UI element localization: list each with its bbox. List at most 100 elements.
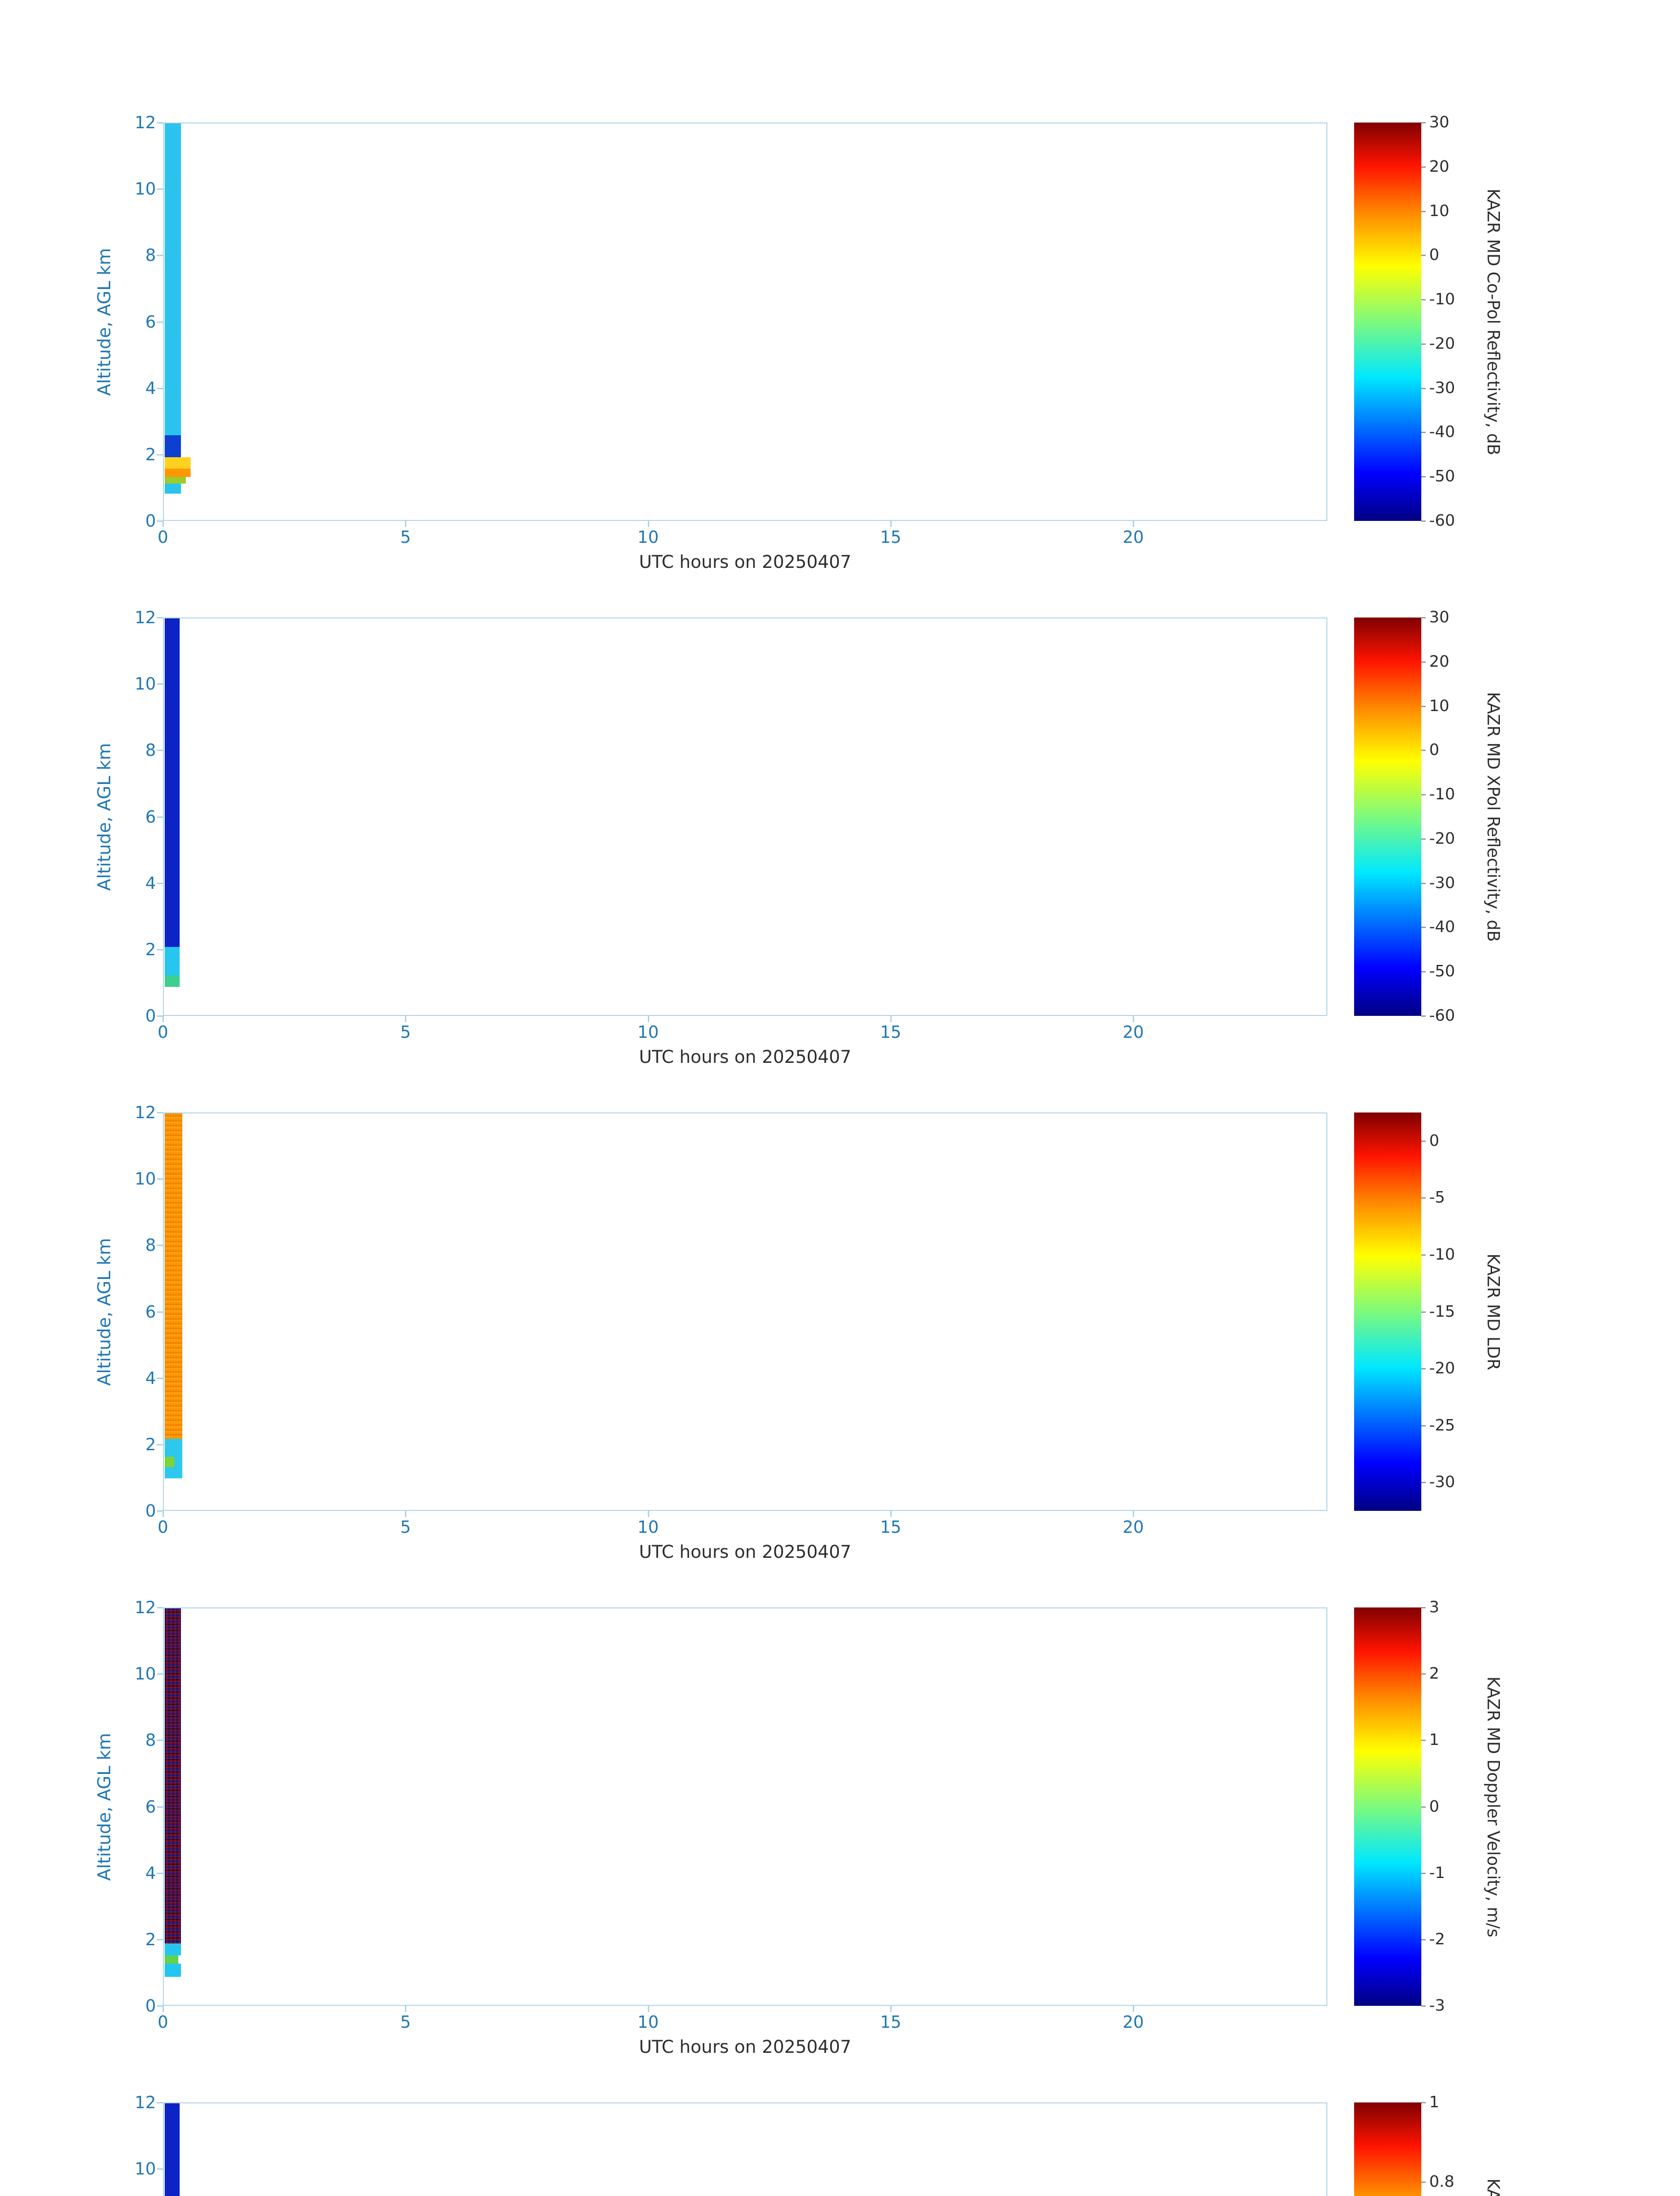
x-tick-label: 20 — [1122, 2012, 1144, 2032]
y-tick-label: 10 — [134, 1664, 156, 1684]
y-tick-label: 0 — [145, 511, 156, 531]
colorbar-tick-mark — [1421, 255, 1426, 256]
y-tick-mark — [157, 683, 163, 685]
colorbar-tick-label: 20 — [1429, 652, 1449, 671]
colorbar-label: KAZR MD LDR — [1484, 1253, 1503, 1370]
x-tick-label: 10 — [637, 527, 659, 547]
x-axis-label: UTC hours on 20250407 — [639, 1542, 852, 1562]
y-axis-label: Altitude, AGL km — [94, 1733, 115, 1881]
colorbar-tick-mark — [1421, 1673, 1426, 1675]
x-tick-label: 10 — [637, 1022, 659, 1042]
y-tick-label: 2 — [145, 1434, 156, 1454]
y-tick-mark — [157, 1740, 163, 1741]
colorbar-tick-label: 30 — [1429, 608, 1449, 626]
echo-segment — [165, 1963, 181, 1977]
colorbar-tick-mark — [1421, 927, 1426, 928]
echo-segment — [165, 1955, 179, 1964]
y-tick-label: 8 — [145, 1730, 156, 1750]
colorbar-tick-label: 1 — [1429, 1731, 1439, 1749]
colorbar-tick-mark — [1421, 1368, 1426, 1370]
colorbar-tick-mark — [1421, 1197, 1426, 1199]
colorbar-label: KAZR MD Doppler Velocity, m/s — [1484, 1676, 1503, 1937]
colorbar-doppler-velocity — [1354, 1607, 1421, 2006]
x-tick-label: 0 — [157, 1517, 169, 1537]
y-tick-mark — [157, 1377, 163, 1379]
echo-segment — [165, 1113, 182, 1439]
colorbar-tick-mark — [1421, 166, 1426, 168]
x-tick-mark — [647, 1016, 649, 1022]
colorbar-tick-label: -15 — [1429, 1302, 1455, 1321]
colorbar-tick-label: -30 — [1429, 379, 1455, 397]
colorbar-tick-mark — [1421, 750, 1426, 751]
colorbar-tick-mark — [1421, 2005, 1426, 2007]
y-tick-label: 12 — [134, 608, 156, 627]
y-tick-mark — [157, 1444, 163, 1445]
y-tick-mark — [157, 454, 163, 455]
colorbar-tick-label: -60 — [1429, 512, 1455, 530]
x-axis-label: UTC hours on 20250407 — [639, 2037, 852, 2057]
colorbar-tick-mark — [1421, 1607, 1426, 1608]
colorbar-ldr — [1354, 1112, 1421, 1511]
colorbar-tick-label: -10 — [1429, 785, 1455, 804]
y-tick-mark — [157, 1872, 163, 1874]
y-tick-mark — [157, 882, 163, 884]
colorbar-label: KAZR MD XPol Reflectivity, dB — [1484, 692, 1503, 942]
y-axis-label: Altitude, AGL km — [94, 743, 115, 891]
colorbar-tick-mark — [1421, 476, 1426, 478]
colorbar-tick-mark — [1421, 1482, 1426, 1484]
x-tick-label: 0 — [157, 1022, 169, 1042]
x-tick-label: 5 — [400, 1517, 411, 1537]
panel-copol-reflectivity: Altitude, AGL km 0 2 4 6 8 10 12 0 5 10 15 20 UTC hou… — [0, 114, 1680, 618]
colorbar-tick-mark — [1421, 432, 1426, 433]
y-tick-mark — [157, 255, 163, 256]
x-tick-mark — [163, 1016, 164, 1022]
colorbar-tick-label: -25 — [1429, 1416, 1455, 1434]
x-tick-mark — [890, 521, 892, 527]
colorbar-tick-label: 2 — [1429, 1665, 1439, 1683]
y-tick-label: 6 — [145, 1797, 156, 1817]
x-tick-mark — [405, 1016, 407, 1022]
colorbar-tick-mark — [1421, 2102, 1426, 2103]
echo-segment — [165, 947, 180, 975]
colorbar-tick-label: -10 — [1429, 1245, 1455, 1264]
x-tick-label: 15 — [880, 2012, 902, 2032]
x-tick-mark — [1133, 2006, 1134, 2012]
y-tick-label: 10 — [134, 179, 156, 199]
y-tick-mark — [157, 520, 163, 522]
panel-ldr: Altitude, AGL km 0 2 4 6 8 10 12 0 5 10 15 20 UTC hou… — [0, 1104, 1680, 1607]
x-tick-label: 15 — [880, 1022, 902, 1042]
colorbar-tick-label: 30 — [1429, 113, 1449, 131]
echo-segment — [165, 1943, 181, 1955]
panel-doppler-velocity: Altitude, AGL km 0 2 4 6 8 10 12 0 5 10 15 20 UTC hou… — [0, 1599, 1680, 2102]
colorbar-tick-label: -50 — [1429, 467, 1455, 486]
y-tick-mark — [157, 1673, 163, 1675]
echo-segment — [165, 484, 181, 494]
echo-segment — [165, 123, 181, 436]
echo-segment — [165, 457, 191, 469]
x-tick-label: 15 — [880, 1517, 902, 1537]
colorbar-tick-label: -3 — [1429, 1997, 1445, 2015]
y-tick-label: 6 — [145, 1302, 156, 1322]
y-tick-label: 4 — [145, 1368, 156, 1388]
colorbar-tick-label: 0 — [1429, 1131, 1439, 1150]
x-tick-label: 0 — [157, 527, 169, 547]
x-tick-mark — [405, 521, 407, 527]
colorbar-tick-label: -60 — [1429, 1007, 1455, 1025]
colorbar-tick-label: -20 — [1429, 1359, 1455, 1378]
x-tick-label: 10 — [637, 2012, 659, 2032]
plot-area-xpol-reflectivity — [163, 618, 1327, 1016]
y-tick-mark — [157, 2168, 163, 2170]
colorbar-xpol-reflectivity — [1354, 618, 1421, 1016]
colorbar-tick-mark — [1421, 387, 1426, 389]
colorbar-tick-label: -40 — [1429, 918, 1455, 936]
x-tick-label: 15 — [880, 527, 902, 547]
colorbar-tick-label: -2 — [1429, 1930, 1445, 1948]
colorbar-tick-label: 1 — [1429, 2093, 1439, 2111]
y-axis-label: Altitude, AGL km — [94, 248, 115, 396]
colorbar-tick-mark — [1421, 705, 1426, 707]
colorbar-label: KAZR MD Co-Pol Reflectivity, dB — [1484, 188, 1503, 455]
x-tick-label: 5 — [400, 1022, 411, 1042]
x-axis-label: UTC hours on 20250407 — [639, 552, 852, 572]
